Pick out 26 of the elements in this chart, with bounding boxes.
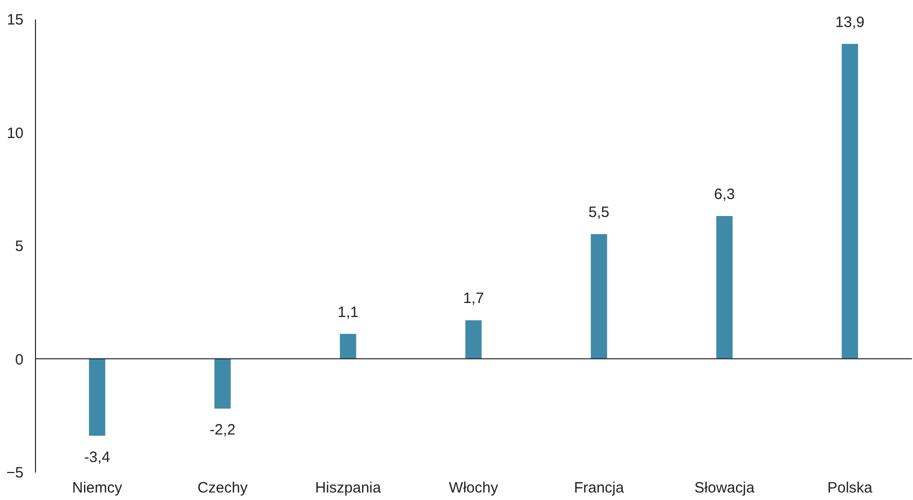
bar: [716, 216, 733, 359]
x-tick-label: Polska: [827, 480, 874, 496]
y-tick-label: 0: [15, 351, 24, 368]
bar: [88, 358, 106, 436]
x-tick-label: Francja: [574, 480, 625, 496]
x-tick-label: Włochy: [448, 480, 499, 496]
bar: [590, 234, 608, 359]
data-label: 5,5: [588, 204, 610, 222]
y-tick-label: 5: [15, 238, 24, 255]
data-label: -2,2: [210, 422, 236, 439]
y-tick-label: 15: [6, 12, 24, 28]
data-label: -3,4: [84, 448, 110, 466]
bar: [842, 44, 858, 359]
x-tick-label: Hiszpania: [315, 480, 382, 496]
data-label: 1,7: [463, 290, 484, 308]
x-tick-label: Słowacja: [694, 480, 756, 496]
bar: [465, 320, 482, 359]
bar: [340, 334, 356, 359]
data-label: 6,3: [714, 186, 735, 204]
bar: [214, 358, 231, 409]
data-label: 13,9: [835, 14, 864, 31]
x-tick-label: Czechy: [198, 480, 248, 496]
data-label: 1,1: [338, 304, 358, 321]
x-tick-label: Niemcy: [72, 480, 123, 496]
y-tick-label: 10: [6, 124, 24, 142]
y-tick-label: −5: [6, 464, 24, 482]
